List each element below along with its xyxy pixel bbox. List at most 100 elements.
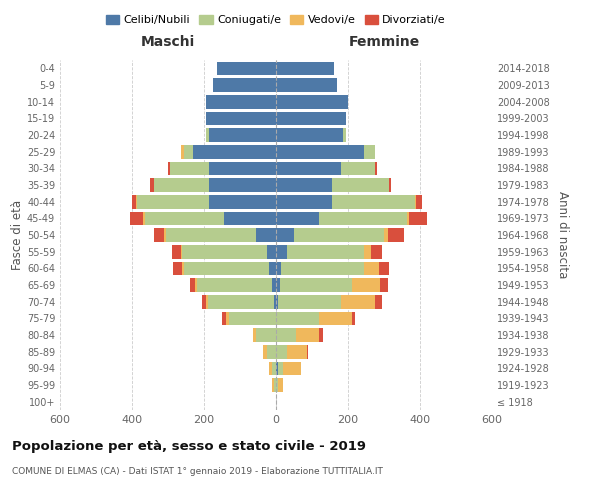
Bar [276,278,280,292]
Bar [197,278,272,292]
Bar [319,212,407,225]
Bar [278,295,341,308]
Bar [145,212,224,225]
Bar [150,178,154,192]
Bar [269,262,276,275]
Bar [164,228,166,242]
Bar [130,212,143,225]
Bar [172,245,181,258]
Bar [380,278,388,292]
Bar [184,262,269,275]
Text: Popolazione per età, sesso e stato civile - 2019: Popolazione per età, sesso e stato civil… [12,440,366,453]
Bar [206,95,276,108]
Bar [384,228,388,242]
Bar [375,162,377,175]
Bar [217,62,276,75]
Bar [209,162,276,175]
Bar [281,262,364,275]
Text: Maschi: Maschi [141,35,195,49]
Bar [269,362,272,375]
Bar [379,262,389,275]
Bar [409,212,427,225]
Bar [136,195,137,208]
Text: Femmine: Femmine [349,35,419,49]
Bar [181,145,184,158]
Bar [267,245,276,258]
Bar [276,195,332,208]
Bar [294,228,384,242]
Bar [276,378,278,392]
Bar [182,262,184,275]
Bar [276,262,281,275]
Bar [143,212,145,225]
Bar [272,378,274,392]
Bar [274,378,276,392]
Bar [371,245,382,258]
Bar [209,195,276,208]
Bar [364,245,371,258]
Bar [375,295,382,308]
Bar [184,145,193,158]
Bar [276,245,287,258]
Bar [280,278,352,292]
Bar [278,378,283,392]
Bar [416,195,422,208]
Bar [190,278,195,292]
Bar [319,312,352,325]
Bar [287,345,307,358]
Bar [276,228,294,242]
Bar [343,128,346,142]
Bar [256,228,276,242]
Bar [276,328,296,342]
Bar [226,312,229,325]
Bar [193,145,276,158]
Bar [154,178,209,192]
Bar [206,128,209,142]
Bar [202,295,206,308]
Bar [276,312,319,325]
Bar [332,178,389,192]
Bar [222,312,226,325]
Bar [415,195,416,208]
Bar [229,312,276,325]
Bar [256,328,276,342]
Bar [195,278,197,292]
Bar [364,145,375,158]
Bar [276,62,334,75]
Bar [276,145,364,158]
Bar [209,128,276,142]
Bar [213,78,276,92]
Bar [319,328,323,342]
Y-axis label: Fasce di età: Fasce di età [11,200,24,270]
Bar [276,112,346,125]
Bar [272,362,276,375]
Bar [209,178,276,192]
Bar [168,162,170,175]
Text: COMUNE DI ELMAS (CA) - Dati ISTAT 1° gennaio 2019 - Elaborazione TUTTITALIA.IT: COMUNE DI ELMAS (CA) - Dati ISTAT 1° gen… [12,468,383,476]
Bar [253,328,256,342]
Bar [166,228,256,242]
Bar [132,195,136,208]
Bar [296,328,319,342]
Bar [263,345,267,358]
Bar [137,195,209,208]
Bar [287,245,364,258]
Bar [170,162,209,175]
Bar [364,262,379,275]
Bar [272,278,276,292]
Bar [276,128,343,142]
Bar [341,162,375,175]
Bar [276,295,278,308]
Bar [173,262,182,275]
Bar [276,95,348,108]
Legend: Celibi/Nubili, Coniugati/e, Vedovi/e, Divorziati/e: Celibi/Nubili, Coniugati/e, Vedovi/e, Di… [101,10,451,30]
Bar [206,112,276,125]
Bar [181,245,182,258]
Bar [388,228,404,242]
Bar [332,195,415,208]
Bar [283,362,301,375]
Bar [276,162,341,175]
Bar [208,295,274,308]
Bar [276,362,278,375]
Bar [407,212,409,225]
